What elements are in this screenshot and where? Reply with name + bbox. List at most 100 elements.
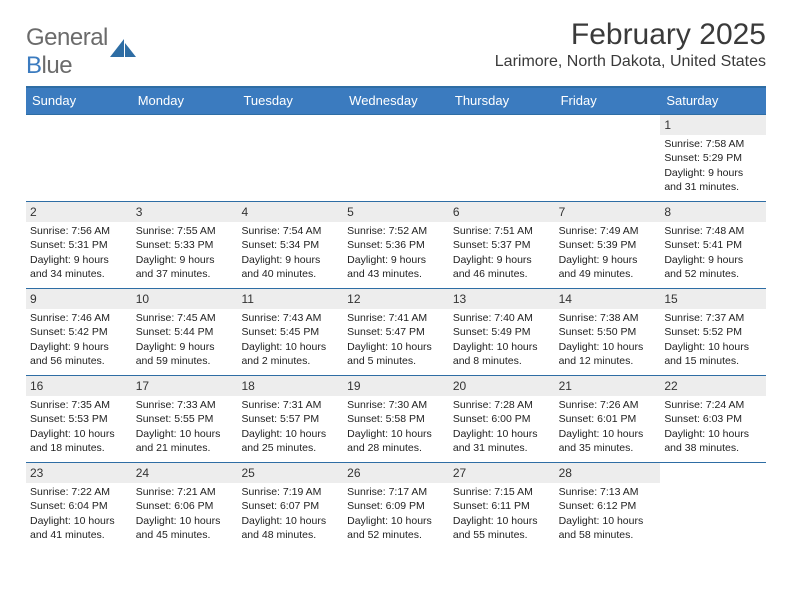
sunrise: Sunrise: 7:40 AM [453,311,551,325]
day-number: 13 [449,289,555,309]
day-info: Sunrise: 7:51 AMSunset: 5:37 PMDaylight:… [452,224,552,281]
sunset: Sunset: 5:44 PM [136,325,234,339]
day-info: Sunrise: 7:58 AMSunset: 5:29 PMDaylight:… [663,137,763,194]
day-info: Sunrise: 7:31 AMSunset: 5:57 PMDaylight:… [240,398,340,455]
sunrise: Sunrise: 7:37 AM [664,311,762,325]
sunset: Sunset: 5:36 PM [347,238,445,252]
sunrise: Sunrise: 7:56 AM [30,224,128,238]
daylight: Daylight: 9 hours and 46 minutes. [453,253,551,281]
day-info: Sunrise: 7:19 AMSunset: 6:07 PMDaylight:… [240,485,340,542]
day-number: 19 [343,376,449,396]
daylight: Daylight: 10 hours and 8 minutes. [453,340,551,368]
sunrise: Sunrise: 7:51 AM [453,224,551,238]
day-number: 8 [660,202,766,222]
day-number [132,115,238,119]
sunrise: Sunrise: 7:52 AM [347,224,445,238]
logo-word2-rest: lue [42,52,73,79]
weekday-label: Wednesday [343,88,449,114]
day-cell: 1Sunrise: 7:58 AMSunset: 5:29 PMDaylight… [660,115,766,201]
sunrise: Sunrise: 7:45 AM [136,311,234,325]
sunset: Sunset: 6:09 PM [347,499,445,513]
daylight: Daylight: 9 hours and 34 minutes. [30,253,128,281]
day-cell: 12Sunrise: 7:41 AMSunset: 5:47 PMDayligh… [343,289,449,375]
sunrise: Sunrise: 7:43 AM [241,311,339,325]
daylight: Daylight: 9 hours and 37 minutes. [136,253,234,281]
weeks-container: 1Sunrise: 7:58 AMSunset: 5:29 PMDaylight… [26,114,766,549]
day-info: Sunrise: 7:15 AMSunset: 6:11 PMDaylight:… [452,485,552,542]
daylight: Daylight: 10 hours and 15 minutes. [664,340,762,368]
day-info: Sunrise: 7:54 AMSunset: 5:34 PMDaylight:… [240,224,340,281]
day-cell: 21Sunrise: 7:26 AMSunset: 6:01 PMDayligh… [555,376,661,462]
sunrise: Sunrise: 7:31 AM [241,398,339,412]
week-row: 16Sunrise: 7:35 AMSunset: 5:53 PMDayligh… [26,375,766,462]
day-info: Sunrise: 7:41 AMSunset: 5:47 PMDaylight:… [346,311,446,368]
sunset: Sunset: 5:57 PM [241,412,339,426]
location: Larimore, North Dakota, United States [495,53,766,71]
sunrise: Sunrise: 7:35 AM [30,398,128,412]
day-cell: 5Sunrise: 7:52 AMSunset: 5:36 PMDaylight… [343,202,449,288]
day-cell: 18Sunrise: 7:31 AMSunset: 5:57 PMDayligh… [237,376,343,462]
day-cell [132,115,238,201]
day-info: Sunrise: 7:24 AMSunset: 6:03 PMDaylight:… [663,398,763,455]
daylight: Daylight: 10 hours and 18 minutes. [30,427,128,455]
day-number: 15 [660,289,766,309]
day-cell: 19 Sunrise: 7:30 AMSunset: 5:58 PMDayligh… [343,376,449,462]
weekday-label: Tuesday [237,88,343,114]
day-number: 17 [132,376,238,396]
daylight: Daylight: 10 hours and 12 minutes. [559,340,657,368]
day-number [343,115,449,119]
weekday-label: Saturday [660,88,766,114]
daylight: Daylight: 10 hours and 52 minutes. [347,514,445,542]
sunrise: Sunrise: 7:48 AM [664,224,762,238]
day-number [26,115,132,119]
day-info: Sunrise: 7:46 AMSunset: 5:42 PMDaylight:… [29,311,129,368]
day-number: 28 [555,463,661,483]
sunrise: Sunrise: 7:26 AM [559,398,657,412]
day-number: 12 [343,289,449,309]
weekday-label: Friday [555,88,661,114]
sunset: Sunset: 6:04 PM [30,499,128,513]
sunset: Sunset: 5:53 PM [30,412,128,426]
day-cell: 16Sunrise: 7:35 AMSunset: 5:53 PMDayligh… [26,376,132,462]
sunset: Sunset: 5:55 PM [136,412,234,426]
day-info: Sunrise: 7:49 AMSunset: 5:39 PMDaylight:… [558,224,658,281]
day-cell: 17Sunrise: 7:33 AMSunset: 5:55 PMDayligh… [132,376,238,462]
daylight: Daylight: 9 hours and 40 minutes. [241,253,339,281]
day-number: 25 [237,463,343,483]
day-number: 10 [132,289,238,309]
day-number: 26 [343,463,449,483]
daylight: Daylight: 10 hours and 48 minutes. [241,514,339,542]
sunset: Sunset: 5:31 PM [30,238,128,252]
sunset: Sunset: 5:39 PM [559,238,657,252]
day-cell: 8Sunrise: 7:48 AMSunset: 5:41 PMDaylight… [660,202,766,288]
sunrise: Sunrise: 7:54 AM [241,224,339,238]
day-number [449,115,555,119]
sunset: Sunset: 5:49 PM [453,325,551,339]
day-cell [343,115,449,201]
day-cell: 3Sunrise: 7:55 AMSunset: 5:33 PMDaylight… [132,202,238,288]
day-info: Sunrise: 7:48 AMSunset: 5:41 PMDaylight:… [663,224,763,281]
sunset: Sunset: 5:34 PM [241,238,339,252]
day-number: 9 [26,289,132,309]
sunrise: Sunrise: 7:13 AM [559,485,657,499]
sunset: Sunset: 5:37 PM [453,238,551,252]
day-info: Sunrise: 7:22 AMSunset: 6:04 PMDaylight:… [29,485,129,542]
day-number: 6 [449,202,555,222]
logo-text: General Blue [26,24,108,80]
sunset: Sunset: 6:03 PM [664,412,762,426]
daylight: Daylight: 9 hours and 43 minutes. [347,253,445,281]
calendar-page: General Blue February 2025 Larimore, Nor… [0,0,792,559]
logo: General Blue [26,24,138,80]
daylight: Daylight: 9 hours and 52 minutes. [664,253,762,281]
day-cell: 27Sunrise: 7:15 AMSunset: 6:11 PMDayligh… [449,463,555,549]
day-info: Sunrise: 7:38 AMSunset: 5:50 PMDaylight:… [558,311,658,368]
sunset: Sunset: 5:58 PM [347,412,445,426]
day-info: Sunrise: 7:45 AMSunset: 5:44 PMDaylight:… [135,311,235,368]
day-info: Sunrise: 7:21 AMSunset: 6:06 PMDaylight:… [135,485,235,542]
week-row: 2Sunrise: 7:56 AMSunset: 5:31 PMDaylight… [26,201,766,288]
sunrise: Sunrise: 7:30 AM [347,398,445,412]
day-info: Sunrise: 7:26 AMSunset: 6:01 PMDaylight:… [558,398,658,455]
daylight: Daylight: 10 hours and 41 minutes. [30,514,128,542]
daylight: Daylight: 10 hours and 28 minutes. [347,427,445,455]
sunset: Sunset: 5:29 PM [664,151,762,165]
